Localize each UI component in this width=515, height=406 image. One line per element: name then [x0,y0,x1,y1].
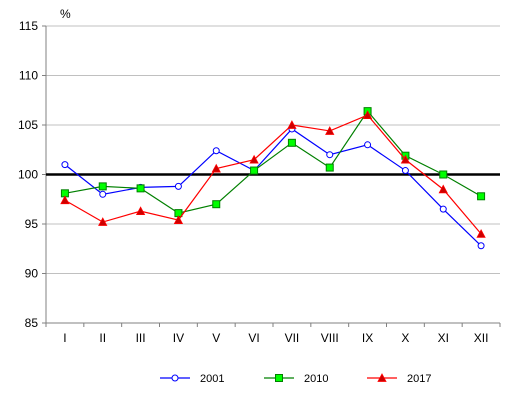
x-tick-label: II [99,331,106,345]
legend-item-2010: 2010 [264,373,328,385]
data-point-2017 [211,163,221,173]
data-point-2001 [364,141,372,149]
data-point-2017 [98,217,108,226]
data-point-2010 [212,200,221,209]
data-point-2001 [61,161,69,169]
data-point-2017 [325,126,335,135]
x-tick-label: XI [438,331,449,345]
legend: 2001 2010 2017 [160,373,431,385]
x-tick-label: V [212,331,220,345]
data-point-2017 [173,215,184,224]
y-tick-label: 100 [18,168,38,182]
data-point-2001 [99,190,107,198]
data-point-2001 [401,167,409,175]
data-point-2001 [439,205,447,213]
data-point-2010 [287,138,296,147]
data-point-2010 [136,184,145,193]
data-point-2010 [325,163,334,172]
data-point-2017 [60,195,70,205]
x-tick-label: VIII [321,331,339,345]
data-point-2001 [326,151,334,159]
series-layer [60,107,486,250]
data-point-2010 [439,170,448,179]
x-tick-label: X [401,331,409,345]
y-tick-label: 85 [25,316,39,330]
x-tick-label: IX [362,331,373,345]
legend-label: 2010 [304,373,328,385]
data-point-2001 [477,242,485,250]
x-tick-label: VI [248,331,259,345]
data-point-2017 [400,154,411,164]
legend-marker-2001 [171,374,179,382]
series-line-2010 [64,110,482,214]
data-point-2010 [477,192,486,201]
legend-item-2001: 2001 [160,373,224,385]
series-2017 [60,110,486,238]
x-tick-label: XII [474,331,489,345]
legend-marker-2017 [377,373,387,382]
data-point-2017 [476,229,486,238]
series-line-2017 [64,114,482,235]
data-point-2010 [98,182,107,191]
y-tick-label: 105 [18,118,38,132]
y-tick-label: 115 [19,19,38,33]
x-tick-label: III [136,331,146,345]
y-tick-label: 90 [25,267,39,281]
y-tick-label: 95 [25,217,39,231]
x-tick-label: IV [173,331,184,345]
data-point-2017 [135,206,146,216]
legend-label: 2017 [407,373,431,385]
data-point-2001 [212,147,220,155]
data-point-2017 [438,184,448,194]
x-tick-labels: I II III IV V VI VII VIII IX X XI XII [45,323,501,345]
data-point-2017 [287,120,297,129]
x-tick-label: VII [285,331,300,345]
y-axis-unit: % [60,7,71,21]
data-point-2001 [174,182,182,190]
x-tick-label: I [63,331,66,345]
y-tick-label: 110 [19,69,38,83]
legend-label: 2001 [200,373,224,385]
data-point-2017 [249,154,259,164]
data-point-2017 [362,110,373,119]
legend-marker-2010 [275,374,283,382]
data-point-2010 [250,166,259,175]
legend-item-2017: 2017 [367,373,431,385]
plot-area [42,25,500,324]
y-tick-labels: 85 90 95 100 105 110 115 [18,19,38,330]
